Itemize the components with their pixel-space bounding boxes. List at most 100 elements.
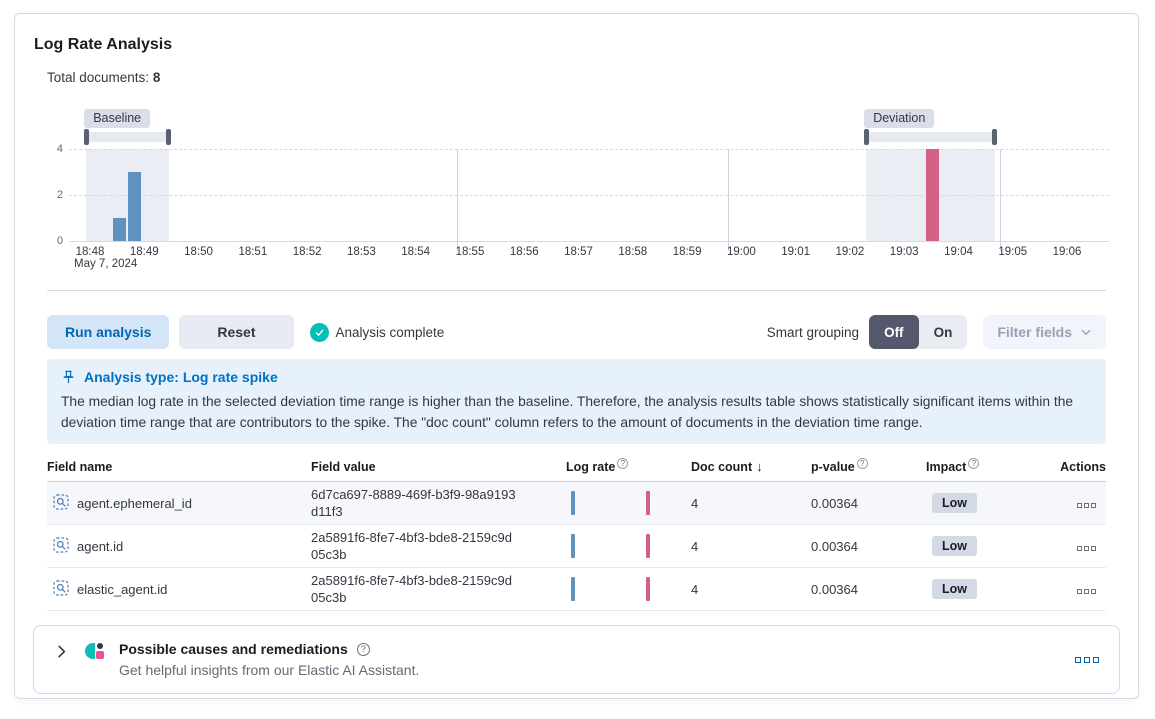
x-axis-tick-label: 18:56 [509, 246, 539, 258]
filter-fields-button[interactable]: Filter fields [983, 315, 1106, 349]
time-gridline [999, 149, 1001, 251]
total-documents: Total documents: 8 [47, 70, 1106, 85]
deviation-brush[interactable] [866, 132, 996, 142]
mini-deviation-bar [646, 577, 650, 601]
column-header-label: Field name [47, 460, 113, 474]
column-header-label: Doc count [691, 460, 753, 474]
accordion-text: Possible causes and remediations ? Get h… [119, 641, 419, 678]
info-icon[interactable]: ? [856, 458, 868, 469]
row-actions-icon[interactable] [1077, 588, 1096, 594]
x-axis-tick-label: 18:51 [238, 246, 268, 258]
p-value-cell: 0.00364 [811, 581, 858, 597]
x-axis-tick-label: 18:49 [129, 246, 159, 258]
impact-cell: Low [926, 493, 1046, 513]
doc-count-cell: 4 [691, 538, 699, 554]
x-axis-tick-label: 19:02 [835, 246, 865, 258]
baseline-badge: Baseline [84, 109, 151, 128]
ai-assistant-accordion[interactable]: Possible causes and remediations ? Get h… [33, 625, 1120, 694]
field-name-text: elastic_agent.id [77, 581, 168, 597]
chevron-down-icon [1080, 326, 1092, 338]
x-axis-tick-label: 18:59 [672, 246, 702, 258]
x-axis-tick-label: 18:55 [455, 246, 485, 258]
field-value-cell: 6d7ca697-8889-469f-b3f9-98a9193d11f3 [311, 487, 516, 519]
time-gridline [728, 149, 730, 251]
baseline-brush-handle-right[interactable] [165, 129, 171, 145]
x-axis-tick-label: 18:58 [618, 246, 648, 258]
column-header-log-rate: Log rate? [566, 458, 691, 474]
x-axis-tick-label: 18:54 [401, 246, 431, 258]
row-actions-cell [1077, 496, 1106, 511]
sort-desc-icon[interactable]: ↓ [756, 459, 763, 474]
controls-row: Run analysis Reset Analysis complete Sma… [47, 315, 1106, 349]
column-header-p-value: p-value? [811, 458, 926, 474]
info-icon[interactable]: ? [617, 458, 629, 469]
column-header-doc-count[interactable]: Doc count ↓ [691, 459, 811, 474]
doc-count-cell: 4 [691, 495, 699, 511]
assistant-actions-icon[interactable] [1075, 656, 1099, 663]
field-name-text: agent.id [77, 538, 124, 554]
field-stats-icon[interactable] [53, 579, 69, 599]
deviation-brush-handle-left[interactable] [864, 129, 870, 145]
total-documents-label: Total documents: [47, 70, 150, 85]
field-name-text: agent.ephemeral_id [77, 495, 192, 511]
callout-body: The median log rate in the selected devi… [61, 394, 1074, 430]
baseline-brush[interactable] [86, 132, 169, 142]
column-header-label: Actions [1060, 460, 1106, 474]
impact-badge: Low [932, 579, 977, 599]
field-name-cell: agent.id [47, 536, 311, 556]
results-table: Field name Field value Log rate? Doc count ↓… [47, 454, 1106, 611]
impact-badge: Low [932, 493, 977, 513]
callout-title-row: Analysis type: Log rate spike [61, 369, 1092, 385]
help-icon[interactable]: ? [356, 642, 370, 656]
reset-button[interactable]: Reset [179, 315, 294, 349]
x-axis-tick-label: 18:48 [75, 246, 105, 258]
column-header-label: Field value [311, 460, 376, 474]
smart-grouping-toggle: Off On [869, 315, 968, 349]
deviation-doc-count-bar [925, 149, 939, 241]
mini-deviation-bar [646, 491, 650, 515]
time-gridline [456, 149, 458, 251]
column-header-label: Impact [926, 460, 967, 474]
table-row: agent.id 2a5891f6-8fe7-4bf3-bde8-2159c9d0… [47, 525, 1106, 568]
field-stats-icon[interactable] [53, 536, 69, 556]
log-rate-mini-chart [566, 533, 656, 559]
column-header-actions: Actions [1046, 460, 1106, 474]
smart-grouping-off[interactable]: Off [869, 315, 919, 349]
info-icon[interactable]: ? [968, 458, 980, 469]
row-actions-icon[interactable] [1077, 502, 1096, 508]
field-stats-icon[interactable] [53, 493, 69, 513]
table-row: elastic_agent.id 2a5891f6-8fe7-4bf3-bde8-… [47, 568, 1106, 611]
filter-fields-label: Filter fields [997, 324, 1072, 340]
y-axis-tick-label: 2 [56, 189, 63, 201]
p-value-cell: 0.00364 [811, 538, 858, 554]
baseline-brush-handle-left[interactable] [84, 129, 90, 145]
pin-icon [61, 370, 76, 385]
x-axis-tick-label: 18:57 [564, 246, 593, 258]
smart-grouping-on[interactable]: On [933, 324, 953, 340]
chevron-right-icon[interactable] [54, 644, 69, 659]
analysis-status: Analysis complete [309, 322, 444, 342]
field-value-cell: 2a5891f6-8fe7-4bf3-bde8-2159c9d05c3b [311, 573, 512, 605]
analysis-type-callout: Analysis type: Log rate spike The median… [47, 359, 1106, 444]
field-name-cell: elastic_agent.id [47, 579, 311, 599]
elastic-ai-assistant-icon [85, 642, 105, 661]
doc-count-cell: 4 [691, 581, 699, 597]
column-header-field-value: Field value [311, 460, 566, 474]
x-axis-tick-label: 19:00 [726, 246, 756, 258]
mini-deviation-bar [646, 534, 650, 558]
impact-cell: Low [926, 536, 1046, 556]
total-documents-value: 8 [152, 70, 161, 85]
y-gridline [69, 195, 1109, 196]
column-header-label: Log rate [566, 460, 616, 474]
run-analysis-button[interactable]: Run analysis [47, 315, 170, 349]
right-controls: Smart grouping Off On Filter fields [767, 315, 1106, 349]
row-actions-icon[interactable] [1077, 545, 1096, 551]
callout-title: Analysis type: Log rate spike [84, 369, 278, 385]
smart-grouping-label: Smart grouping [766, 324, 860, 340]
column-header-impact: Impact? [926, 458, 1046, 474]
log-rate-histogram[interactable]: Baseline Deviation 0 2 4 18:48 18:49 18:50 18:51… [47, 106, 1109, 270]
field-value-cell: 2a5891f6-8fe7-4bf3-bde8-2159c9d05c3b [311, 530, 512, 562]
column-header-label: p-value [811, 460, 855, 474]
x-axis-tick-label: 18:53 [347, 246, 376, 258]
deviation-brush-handle-right[interactable] [992, 129, 998, 145]
